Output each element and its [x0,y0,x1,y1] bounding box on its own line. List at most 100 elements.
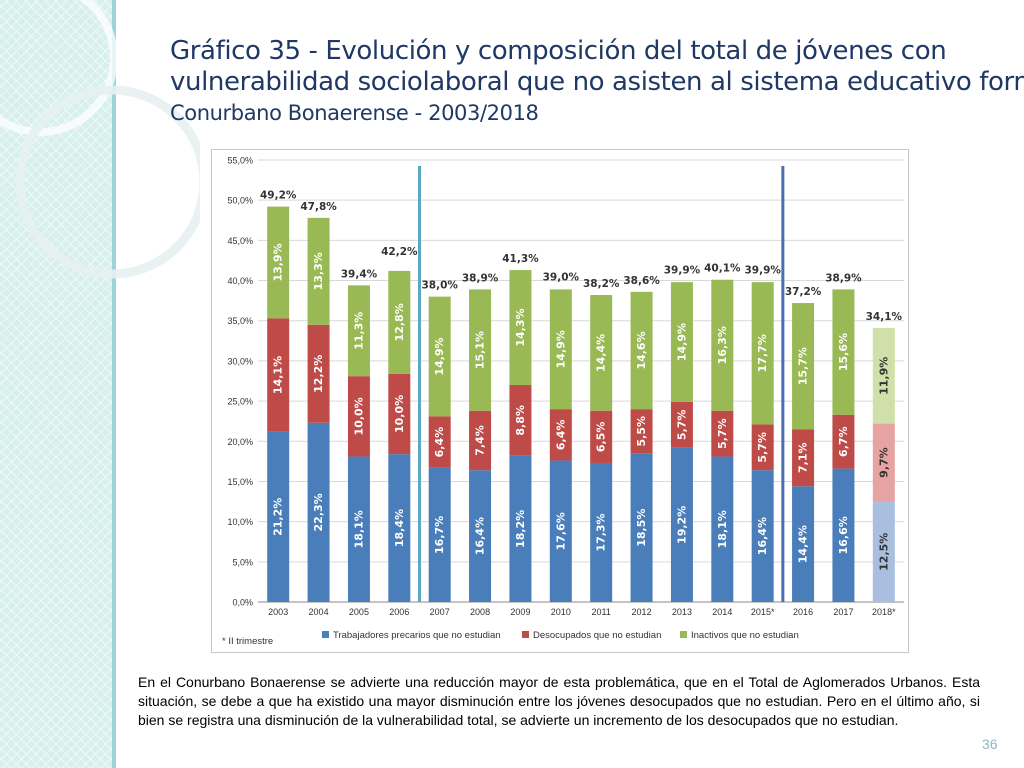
segment-value-label: 14,9% [554,330,567,368]
y-tick-label: 10,0% [227,517,253,527]
segment-value-label: 9,7% [877,447,890,478]
total-value-label: 41,3% [502,253,539,265]
stacked-bar-chart: 0,0% 5,0% 10,0% 15,0% 20,0% 25,0% 30,0% 35,0% 40… [222,156,904,647]
total-value-label: 47,8% [300,201,337,213]
segment-value-label: 12,5% [877,533,890,571]
y-tick-label: 30,0% [227,356,253,366]
y-tick-label: 35,0% [227,316,253,326]
x-tick-label: 2003 [268,607,288,617]
x-tick-label: 2013 [672,607,692,617]
bar-segment [590,462,613,602]
total-value-label: 38,2% [583,278,620,290]
bar-segment [347,285,370,377]
segment-value-label: 5,5% [635,416,648,447]
bar-segment [549,460,572,602]
bar-segment [428,467,451,602]
bar-segment [267,318,290,432]
segment-value-label: 14,4% [595,334,608,372]
segment-value-label: 8,8% [514,405,527,436]
segment-value-label: 18,1% [352,510,365,548]
segment-value-label: 18,4% [393,509,406,547]
bar-segment [711,410,734,457]
total-value-label: 38,6% [623,275,660,287]
bar-segment [388,454,411,602]
total-value-label: 39,0% [543,272,580,284]
total-value-label: 39,9% [744,264,781,276]
segment-value-label: 14,6% [635,331,648,369]
x-tick-label: 2006 [389,607,409,617]
bar-segment [509,385,532,456]
segment-value-label: 14,9% [433,337,446,375]
bar-segment [509,270,532,386]
segment-value-label: 13,9% [272,243,285,281]
bar-segment [469,470,492,602]
bar-segment [792,429,815,487]
segment-value-label: 6,7% [837,426,850,457]
title-line-1: Gráfico 35 - Evolución y composición del… [170,36,947,66]
y-tick-label: 50,0% [227,196,253,206]
legend-swatch [522,631,529,638]
bar-segment [388,373,411,455]
segment-value-label: 15,1% [474,331,487,369]
segment-value-label: 16,3% [716,326,729,364]
bar-segment [347,456,370,602]
bar-segment [670,447,693,602]
y-tick-label: 25,0% [227,397,253,407]
segment-value-label: 17,3% [595,513,608,551]
legend-label: Desocupados que no estudian [533,630,661,641]
total-value-label: 34,1% [866,311,903,323]
bar-segment [428,416,451,468]
footnote: * II trimestre [222,636,273,647]
bar-segment [630,409,653,454]
y-tick-label: 0,0% [232,598,253,608]
x-tick-label: 2014 [712,607,732,617]
y-tick-label: 15,0% [227,477,253,487]
total-value-label: 37,2% [785,286,822,298]
segment-value-label: 21,2% [272,498,285,536]
bar-segment [792,486,815,602]
x-tick-label: 2004 [309,607,329,617]
y-tick-label: 5,0% [232,557,253,567]
segment-value-label: 17,7% [756,334,769,372]
bar-segment [630,291,653,410]
x-tick-label: 2012 [632,607,652,617]
segment-value-label: 6,4% [554,420,567,451]
x-tick-label: 2011 [592,607,611,617]
segment-value-label: 12,8% [393,303,406,341]
segment-value-label: 16,7% [433,516,446,554]
legend-swatch [680,631,687,638]
segment-value-label: 18,2% [514,510,527,548]
segment-value-label: 14,9% [675,323,688,361]
segment-value-label: 19,2% [675,506,688,544]
title-line-2: vulnerabilidad sociolaboral que no asist… [170,67,1024,97]
segment-value-label: 7,4% [474,425,487,456]
bar-segment [751,424,774,471]
bar-segment [832,289,855,415]
bar-segment [307,422,330,602]
legend-label: Trabajadores precarios que no estudian [333,630,501,641]
bar-segment [670,401,693,448]
segment-value-label: 12,2% [312,355,325,393]
bar-segment [751,282,774,425]
segment-value-label: 14,1% [272,356,285,394]
segment-value-label: 22,3% [312,493,325,531]
segment-value-label: 5,7% [675,410,688,441]
segment-value-label: 16,6% [837,516,850,554]
x-tick-label: 2007 [430,607,450,617]
bar-segment [509,455,532,602]
bar-segment [590,295,613,411]
total-value-label: 40,1% [704,263,741,275]
segment-value-label: 6,4% [433,427,446,458]
bar-segment [670,282,693,402]
total-value-label: 38,9% [462,272,499,284]
bar-segment [347,376,370,457]
chart-subtitle: Conurbano Bonaerense - 2003/2018 [170,101,539,125]
total-value-label: 49,2% [260,190,297,202]
x-tick-label: 2015* [751,607,775,617]
decorative-left-line [112,0,116,768]
bar-segment [267,431,290,602]
explanatory-paragraph: En el Conurbano Bonaerense se advierte u… [138,674,980,728]
segment-value-label: 17,6% [554,512,567,550]
segment-value-label: 7,1% [797,442,810,473]
bar-segment [388,270,411,374]
